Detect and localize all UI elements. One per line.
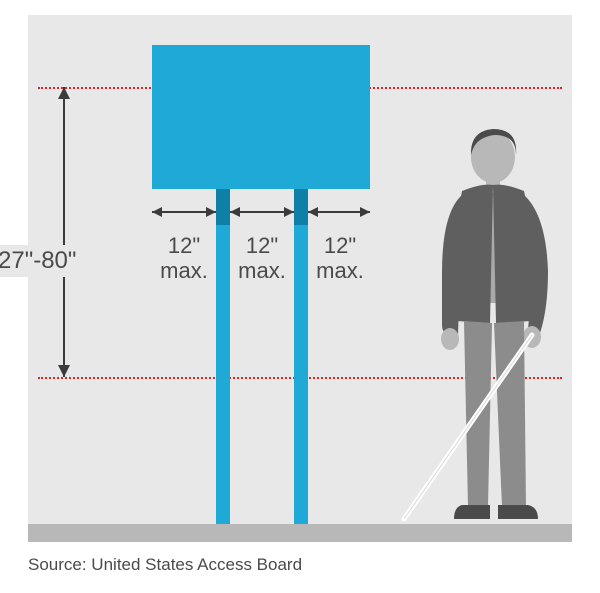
source-text: Source: United States Access Board [28, 555, 302, 575]
hdim-1-label: 12"max. [156, 233, 212, 284]
vert-dim-label: 27"-80" [0, 245, 88, 277]
arrow-l [230, 207, 240, 217]
hdim-val: 12" [246, 233, 278, 258]
sign-post-2 [294, 189, 308, 524]
arrow-down [58, 365, 70, 377]
ground [28, 524, 572, 542]
arrow-up [58, 87, 70, 99]
hdim-val: 12" [168, 233, 200, 258]
post-cap [216, 189, 230, 225]
arrow-r [360, 207, 370, 217]
hdim-val: 12" [324, 233, 356, 258]
person-figure [398, 123, 568, 525]
sign-panel [152, 45, 370, 189]
hdim-3-label: 12"max. [312, 233, 368, 284]
hdim-sub: max. [316, 258, 364, 283]
scene-box: 27"-80" 12"max. 12"max. 12"max. [28, 15, 572, 542]
arrow-r [206, 207, 216, 217]
arrow-l [152, 207, 162, 217]
diagram-container: 27"-80" 12"max. 12"max. 12"max. [0, 0, 600, 593]
arrow-l [308, 207, 318, 217]
hdim-2-label: 12"max. [234, 233, 290, 284]
sign-post-1 [216, 189, 230, 524]
hdim-sub: max. [160, 258, 208, 283]
arrow-r [284, 207, 294, 217]
hdim-sub: max. [238, 258, 286, 283]
post-cap [294, 189, 308, 225]
vert-dim-line [63, 87, 65, 377]
